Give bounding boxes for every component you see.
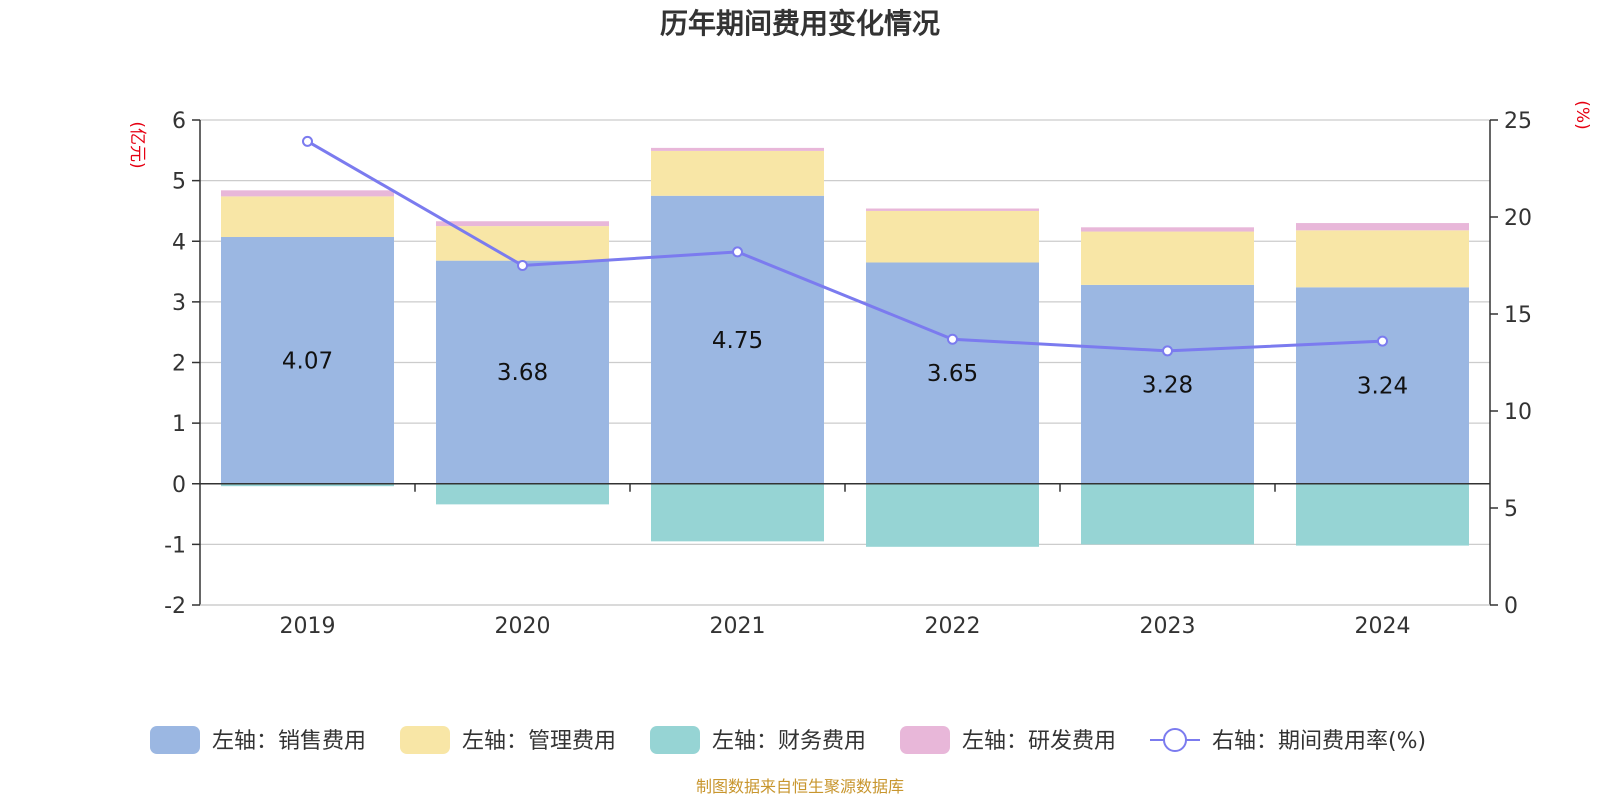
bar-2021 — [651, 195, 824, 484]
right-tick-label: 5 — [1504, 497, 1518, 522]
x-axis: 2019 2020 2021 2022 2023 2024 — [280, 614, 1411, 639]
right-tick-label: 15 — [1504, 303, 1532, 328]
left-axis-unit: (亿元) — [127, 121, 147, 168]
legend-label: 左轴：销售费用 — [212, 729, 366, 754]
right-tick-label: 0 — [1504, 594, 1518, 619]
legend-swatch — [900, 726, 950, 754]
legend-swatch — [650, 726, 700, 754]
data-label: 4.07 — [282, 348, 333, 374]
rate-point — [732, 246, 743, 258]
bar-2020 — [436, 221, 609, 227]
bar-series — [221, 147, 1469, 547]
bar-2019 — [221, 190, 394, 197]
x-tick-label: 2021 — [710, 614, 766, 639]
legend-swatch — [400, 726, 450, 754]
bar-2023 — [1081, 227, 1254, 232]
left-tick-label: 3 — [172, 291, 186, 316]
legend-marker — [1163, 728, 1187, 752]
bar-2023 — [1081, 483, 1254, 545]
legend-swatch — [150, 726, 200, 754]
bar-2024 — [1296, 483, 1469, 546]
left-tick-label: -2 — [164, 594, 186, 619]
bar-2023 — [1081, 284, 1254, 484]
bar-labels: 4.07 3.68 4.75 3.65 3.28 3.24 — [282, 328, 1408, 400]
left-tick-label: 2 — [172, 352, 186, 377]
rate-point — [1377, 335, 1388, 347]
bar-2021 — [651, 483, 824, 542]
bar-2019 — [221, 237, 394, 484]
right-tick-label: 25 — [1504, 109, 1532, 134]
left-tick-label: 1 — [172, 412, 186, 437]
rate-point — [302, 135, 313, 147]
right-tick-label: 20 — [1504, 206, 1532, 231]
bar-2022 — [866, 208, 1039, 211]
rate-line — [306, 140, 1383, 353]
legend-label: 左轴：管理费用 — [462, 729, 616, 754]
data-label: 3.65 — [927, 361, 978, 387]
legend: 左轴：销售费用 左轴：管理费用 左轴：财务费用 左轴：研发费用 右轴：期间费用率(%) — [150, 726, 1426, 754]
right-tick-label: 10 — [1504, 400, 1532, 425]
left-tick-label: 4 — [172, 230, 186, 255]
rate-point — [517, 260, 528, 271]
bar-2024 — [1296, 230, 1469, 288]
bar-2020 — [436, 483, 609, 505]
grid-lines — [200, 119, 1490, 606]
bar-2024 — [1296, 287, 1469, 484]
x-tick-label: 2019 — [280, 614, 336, 639]
bar-2019 — [221, 196, 394, 238]
right-axis-unit: (%) — [1572, 100, 1592, 129]
bar-2022 — [866, 483, 1039, 547]
legend-label: 右轴：期间费用率(%) — [1212, 729, 1426, 754]
x-tick-label: 2020 — [495, 614, 551, 639]
left-axis: 6 5 4 3 2 1 0 -1 -2 — [164, 109, 200, 619]
x-tick-label: 2022 — [925, 614, 981, 639]
data-label: 3.68 — [497, 360, 548, 386]
left-tick-label: 0 — [172, 473, 186, 498]
bar-2021 — [651, 147, 824, 151]
bar-2022 — [866, 210, 1039, 263]
rate-point — [1162, 345, 1173, 357]
rate-line-series — [302, 135, 1388, 357]
x-tick-label: 2024 — [1355, 614, 1411, 639]
x-tick-label: 2023 — [1140, 614, 1196, 639]
left-tick-label: 6 — [172, 109, 186, 134]
chart-title: 历年期间费用变化情况 — [660, 7, 940, 40]
legend-label: 左轴：财务费用 — [712, 729, 866, 754]
rate-point — [947, 333, 958, 345]
bar-2021 — [651, 150, 824, 196]
axis-lines — [199, 120, 1491, 606]
data-label: 3.28 — [1142, 372, 1193, 398]
legend-label: 左轴：研发费用 — [962, 729, 1116, 754]
bar-2022 — [866, 262, 1039, 484]
bar-2023 — [1081, 231, 1254, 285]
data-label: 4.75 — [712, 328, 763, 354]
data-label: 3.24 — [1357, 374, 1408, 400]
bar-2024 — [1296, 223, 1469, 231]
bar-2019 — [221, 483, 394, 487]
bar-2020 — [436, 260, 609, 484]
right-axis: 25 20 15 10 5 0 — [1490, 109, 1532, 619]
left-tick-label: -1 — [164, 533, 186, 558]
left-tick-label: 5 — [172, 170, 186, 195]
source-note: 制图数据来自恒生聚源数据库 — [696, 777, 904, 796]
